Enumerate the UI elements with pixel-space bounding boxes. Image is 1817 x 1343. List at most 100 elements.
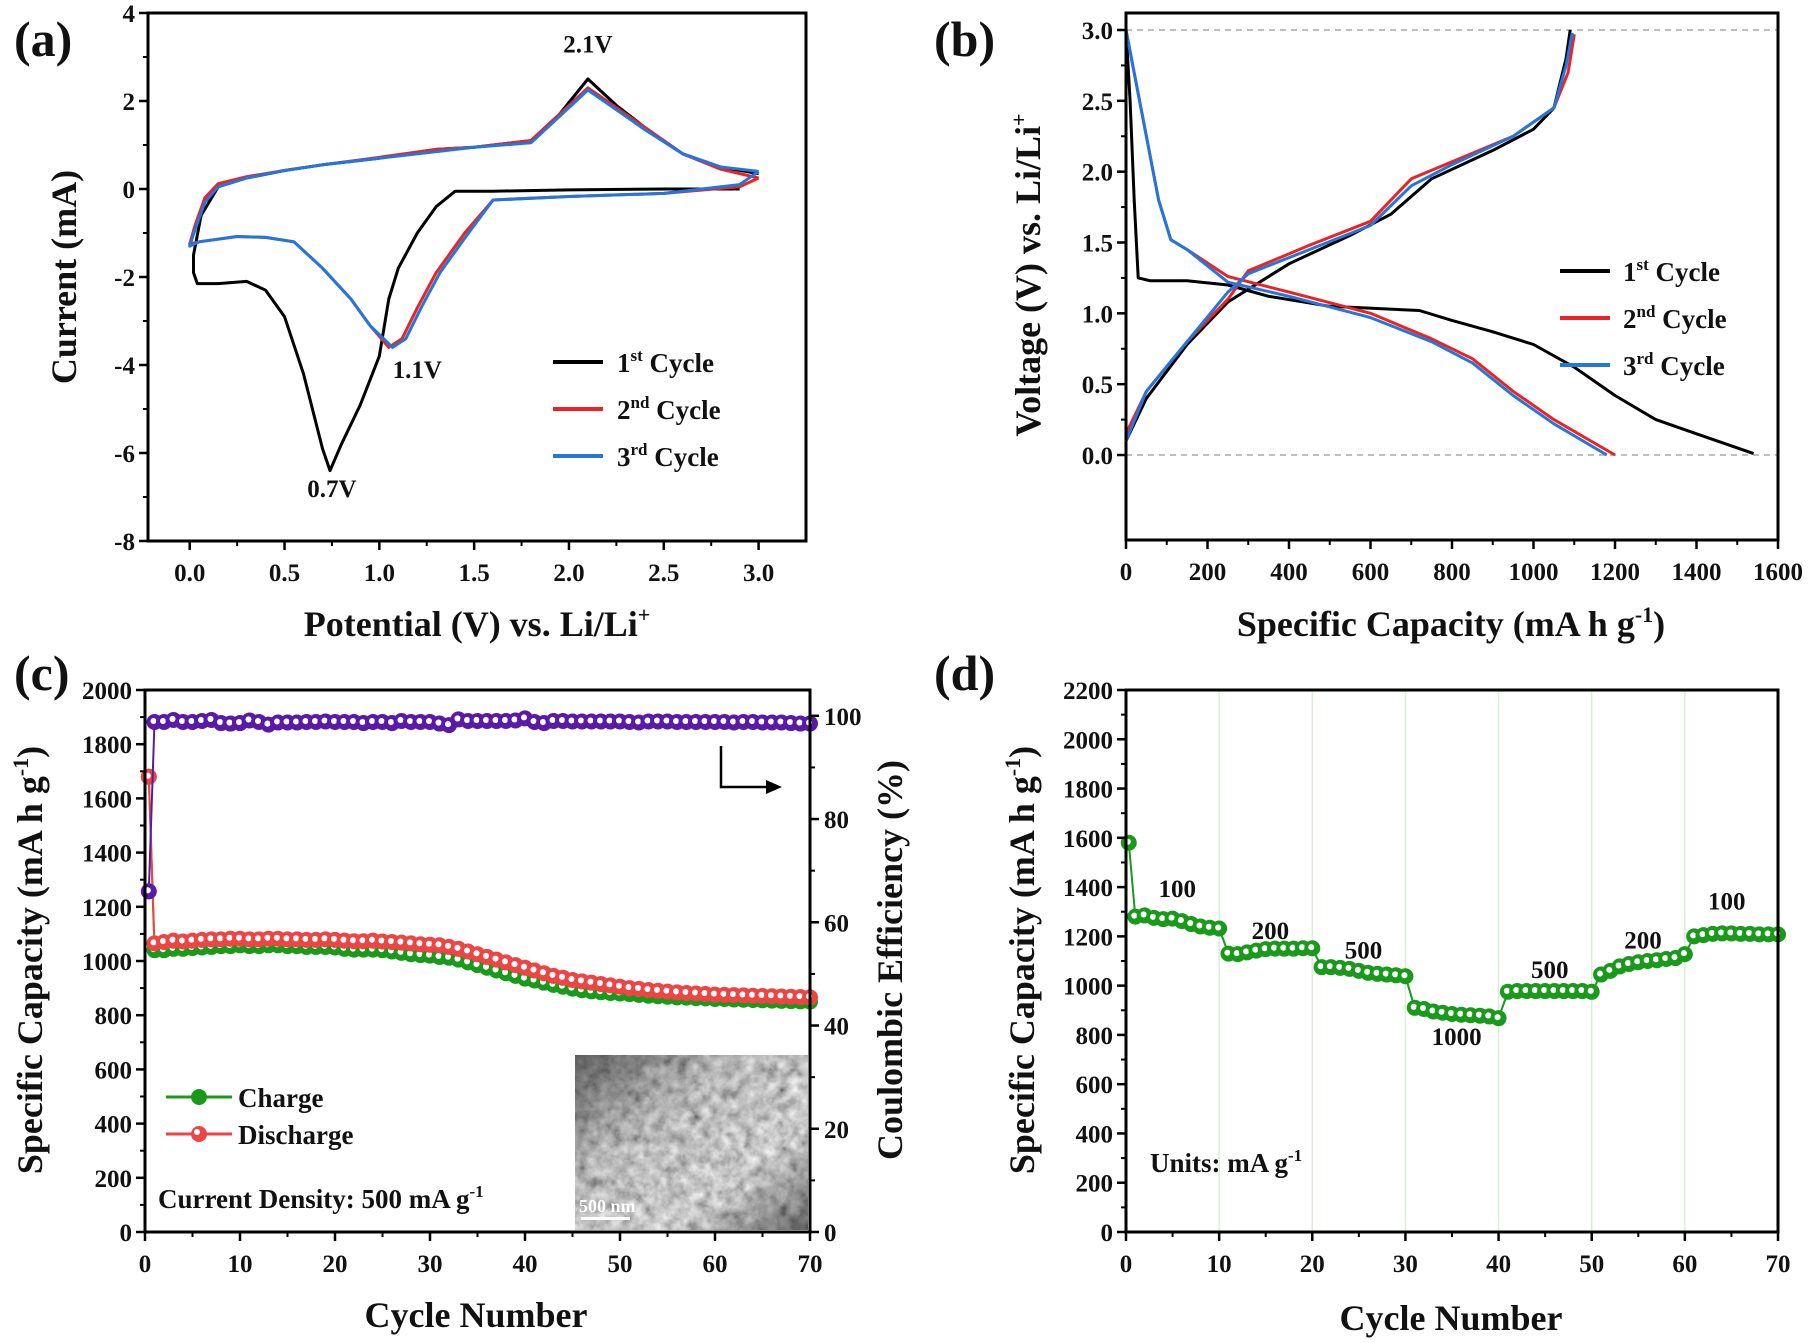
coulombic-efficiency-point-highlight bbox=[425, 717, 433, 725]
discharge-point-highlight bbox=[463, 947, 471, 954]
legend-label-2nd: 2nd Cycle bbox=[1623, 302, 1727, 334]
profile-curve-1st-cycle-discharge bbox=[1124, 29, 1755, 456]
rate-label: 1000 bbox=[1432, 1024, 1482, 1051]
legend-label-1st: 1st Cycle bbox=[617, 346, 714, 378]
discharge-point-highlight bbox=[264, 934, 271, 941]
discharge-point-highlight bbox=[501, 958, 509, 965]
charge-point-highlight bbox=[416, 950, 423, 958]
x-tick-label: 200 bbox=[1189, 559, 1227, 586]
charge-point-highlight bbox=[444, 953, 452, 960]
capacity-point-highlight bbox=[1718, 929, 1725, 936]
coulombic-efficiency-point-highlight bbox=[549, 716, 556, 724]
capacity-point-highlight bbox=[1326, 963, 1333, 970]
sem-inset: 500 nm bbox=[575, 1055, 808, 1230]
discharge-point-highlight bbox=[644, 985, 651, 993]
y-tick-label: -2 bbox=[114, 265, 135, 292]
rate-label: 500 bbox=[1345, 938, 1383, 965]
coulombic-efficiency-point-highlight bbox=[739, 717, 746, 725]
panel-label-a: (a) bbox=[14, 11, 72, 67]
x-tick-label: 1.0 bbox=[364, 560, 395, 587]
discharge-point-highlight bbox=[587, 978, 594, 985]
coulombic-efficiency-point-highlight bbox=[482, 716, 490, 724]
profile-x-axis-title: Specific Capacity (mA h g-1) bbox=[1237, 602, 1665, 644]
x-tick-label: 0 bbox=[1120, 1251, 1133, 1278]
discharge-point-highlight bbox=[748, 991, 756, 998]
coulombic-efficiency-point-highlight bbox=[321, 717, 328, 724]
y2-tick-label: 60 bbox=[824, 910, 849, 937]
rate-label: 200 bbox=[1252, 918, 1290, 945]
legend-label-2nd: 2nd Cycle bbox=[617, 393, 721, 425]
discharge-point-highlight bbox=[473, 950, 480, 957]
units-annotation: Units: mA g-1 bbox=[1150, 1146, 1302, 1178]
discharge-point-highlight bbox=[796, 993, 803, 1000]
discharge-point-highlight bbox=[435, 941, 442, 948]
coulombic-efficiency-point-highlight bbox=[283, 718, 290, 725]
capacity-point-highlight bbox=[1587, 987, 1594, 994]
capacity-point-highlight bbox=[1643, 956, 1650, 964]
x-tick-label: 50 bbox=[1579, 1251, 1604, 1278]
profile-y-axis-title: Voltage (V) vs. Li/Li+ bbox=[1006, 113, 1048, 436]
capacity-point-highlight bbox=[1466, 1011, 1473, 1018]
charge-point-highlight bbox=[511, 971, 518, 978]
coulombic-efficiency-line bbox=[147, 717, 810, 892]
coulombic-efficiency-point-highlight bbox=[501, 716, 509, 724]
coulombic-efficiency-point-highlight bbox=[207, 715, 214, 722]
capacity-point-highlight bbox=[1270, 944, 1278, 951]
x-tick-label: 1400 bbox=[1672, 559, 1722, 586]
y-tick-label: 1200 bbox=[82, 895, 132, 922]
y-tick-label: 1400 bbox=[82, 841, 132, 868]
discharge-point-highlight bbox=[549, 971, 556, 978]
y-tick-label: 400 bbox=[95, 1112, 133, 1139]
peak-annotation-0.7v: 0.7V bbox=[307, 476, 356, 503]
coulombic-efficiency-point-highlight bbox=[349, 717, 357, 725]
capacity-point-highlight bbox=[1727, 929, 1734, 936]
discharge-point-highlight bbox=[558, 973, 566, 980]
y-tick-label: 2000 bbox=[82, 678, 132, 705]
capacity-point-highlight bbox=[1280, 944, 1287, 951]
y-tick-label: 2 bbox=[123, 89, 136, 116]
y-tick-label: 0 bbox=[123, 177, 136, 204]
x-tick-label: 800 bbox=[1433, 559, 1471, 586]
x-tick-label: 30 bbox=[1393, 1251, 1418, 1278]
coulombic-efficiency-point-highlight bbox=[340, 717, 347, 725]
discharge-point-highlight bbox=[682, 988, 689, 996]
coulombic-efficiency-point-highlight bbox=[511, 716, 518, 723]
discharge-point-highlight bbox=[520, 963, 528, 970]
panel-label-b: (b) bbox=[934, 11, 995, 67]
x-tick-label: 40 bbox=[1486, 1251, 1511, 1278]
discharge-point-highlight bbox=[691, 989, 699, 996]
x-tick-label: 1200 bbox=[1590, 559, 1640, 586]
rate-label: 100 bbox=[1708, 888, 1746, 915]
rate-x-axis-title: Cycle Number bbox=[1340, 1298, 1563, 1338]
coulombic-efficiency-point-highlight bbox=[416, 717, 423, 725]
capacity-point-highlight bbox=[1531, 987, 1538, 994]
x-tick-label: 60 bbox=[1672, 1251, 1697, 1278]
y-tick-label: 1000 bbox=[1063, 974, 1113, 1001]
peak-annotation-1.1v: 1.1V bbox=[393, 357, 442, 384]
y-tick-label: 1800 bbox=[1063, 777, 1113, 804]
capacity-point-highlight bbox=[1522, 987, 1529, 994]
coulombic-efficiency-point-highlight bbox=[178, 717, 186, 725]
discharge-point-highlight bbox=[387, 937, 395, 945]
capacity-point-highlight bbox=[1196, 922, 1203, 929]
y-tick-label: 1400 bbox=[1063, 875, 1113, 902]
capacity-point-highlight bbox=[1755, 930, 1762, 937]
discharge-point-highlight bbox=[150, 939, 157, 946]
coulombic-efficiency-point-highlight bbox=[311, 717, 319, 725]
coulombic-efficiency-point-highlight bbox=[615, 717, 623, 724]
legend-label-3rd: 3rd Cycle bbox=[1623, 349, 1725, 381]
charge-point-highlight bbox=[463, 958, 471, 965]
x-tick-label: 60 bbox=[703, 1251, 728, 1278]
capacity-point-highlight bbox=[1410, 1003, 1417, 1010]
discharge-point-highlight bbox=[216, 935, 224, 942]
discharge-point-highlight bbox=[710, 990, 718, 997]
scale-bar-label: 500 nm bbox=[579, 1196, 636, 1216]
coulombic-efficiency-point-highlight bbox=[568, 717, 575, 724]
discharge-point-highlight bbox=[739, 991, 746, 998]
coulombic-efficiency-point-highlight bbox=[435, 719, 442, 726]
capacity-point-highlight bbox=[1578, 987, 1585, 994]
discharge-point-highlight bbox=[625, 984, 632, 991]
y2-tick-label: 0 bbox=[824, 1220, 837, 1247]
charge-point-highlight bbox=[492, 966, 499, 973]
cv-curve-2nd-cycle bbox=[188, 86, 760, 349]
